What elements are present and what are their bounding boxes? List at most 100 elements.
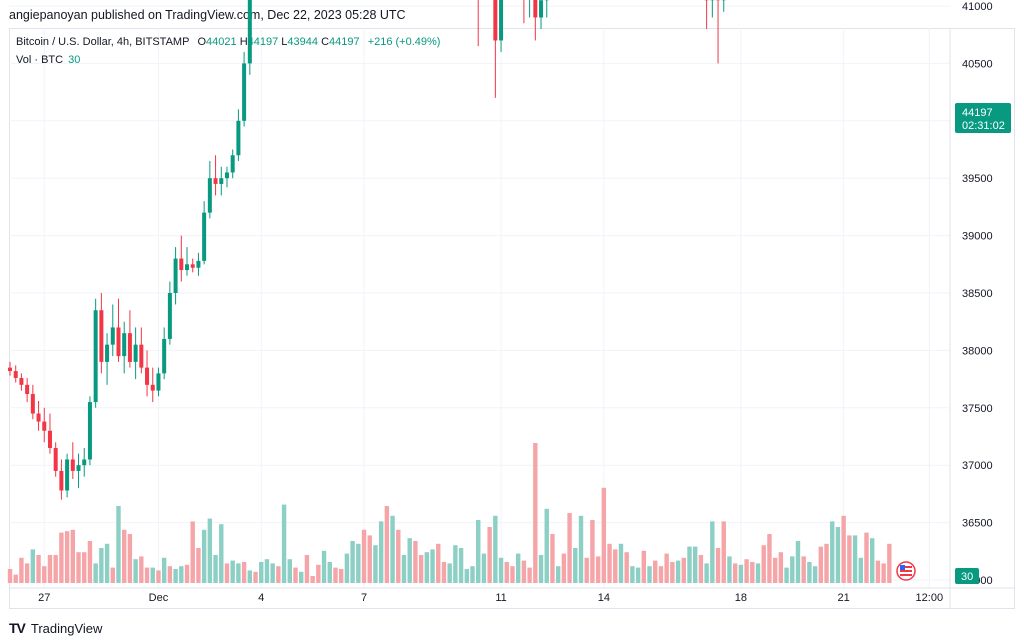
tradingview-logo-icon: TV <box>9 620 26 636</box>
time-tick-label: 11 <box>495 592 506 604</box>
volume-bar <box>635 567 641 583</box>
price-tick-label: 38000 <box>962 345 993 357</box>
candle-body <box>196 260 201 268</box>
candle-body <box>19 377 24 385</box>
volume-bar <box>698 555 704 583</box>
volume-bar <box>241 562 247 583</box>
volume-bar <box>533 443 538 583</box>
time-axis[interactable]: 27 Dec 4 7 11 14 18 21 12:00 <box>38 592 943 604</box>
candle-body <box>70 459 75 471</box>
candle-body <box>47 430 52 448</box>
current-price-label: 44197 <box>962 107 993 119</box>
volume-bar <box>847 535 852 583</box>
candle-body <box>139 344 144 368</box>
volume-bar <box>527 567 532 583</box>
volume-bar <box>864 532 869 583</box>
volume-bar <box>693 546 698 583</box>
volume-bar <box>259 562 264 583</box>
volume-bar <box>658 566 664 583</box>
candle-body <box>162 338 167 374</box>
volume-bar <box>30 549 36 583</box>
volume-bar <box>219 524 224 583</box>
candle-body <box>190 264 195 268</box>
time-tick-label: 7 <box>361 592 367 604</box>
volume-bar <box>618 543 624 583</box>
volume-bar <box>413 541 418 583</box>
chart-legend: Bitcoin / U.S. Dollar, 4h, BITSTAMP O440… <box>16 33 440 69</box>
volume-bar <box>721 521 726 583</box>
volume-bar <box>236 563 241 583</box>
volume-bar <box>127 534 133 583</box>
volume-bar <box>287 559 292 583</box>
volume-bar <box>253 571 258 583</box>
candle-body <box>185 264 190 271</box>
candle-body <box>179 258 184 271</box>
volume-label[interactable]: Vol · BTC <box>16 54 64 66</box>
volume-bar <box>116 506 121 583</box>
candle-body <box>93 310 98 403</box>
volume-bar <box>327 562 332 583</box>
chart-frame <box>9 28 1015 609</box>
candle-body <box>207 178 212 213</box>
tradingview-brand: TradingView <box>30 620 103 636</box>
volume-bar <box>64 531 70 583</box>
volume-bar <box>675 560 681 583</box>
volume-bar <box>681 557 686 583</box>
volume-bar <box>664 553 669 583</box>
volume-bar <box>190 521 195 583</box>
volume-bar <box>607 543 612 583</box>
volume-bar <box>653 560 658 583</box>
volume-bar <box>704 563 709 583</box>
volume-bar <box>293 567 298 583</box>
volume-bar <box>447 563 452 583</box>
volume-bar <box>418 555 424 583</box>
candle-body <box>156 373 161 391</box>
candle-body <box>493 0 498 41</box>
price-tick-label: 39500 <box>962 173 993 185</box>
volume-bar <box>19 557 24 583</box>
volume-bar <box>350 541 355 583</box>
volume-bar <box>601 487 607 583</box>
volume-bar <box>744 559 749 583</box>
volume-bar <box>578 515 584 583</box>
tradingview-logo[interactable]: TV TradingView <box>9 620 102 636</box>
volume-bar <box>481 553 487 583</box>
candle-body <box>76 465 81 471</box>
symbol-title[interactable]: Bitcoin / U.S. Dollar, 4h, BITSTAMP <box>16 36 190 48</box>
volume-bar <box>344 553 350 583</box>
volume-bar <box>515 553 521 583</box>
volume-legend: Vol · BTC 30 <box>16 51 440 69</box>
volume-bar <box>42 566 47 583</box>
change-value: +216 (+0.49%) <box>367 36 441 48</box>
candle-body <box>133 344 138 362</box>
volume-bar <box>453 545 458 583</box>
volume-bar <box>264 559 270 583</box>
volume-bar <box>544 508 549 583</box>
candle-body <box>36 413 41 422</box>
volume-bar <box>795 541 801 583</box>
candle-body <box>65 459 70 491</box>
candle-body <box>202 212 207 261</box>
volume-bar <box>333 567 338 583</box>
volume-bar <box>624 552 629 583</box>
volume-bar <box>835 527 841 583</box>
volume-bar <box>281 504 287 583</box>
volume-bar <box>70 529 76 583</box>
candle-body <box>224 172 229 179</box>
volume-bar <box>207 518 213 583</box>
candle-body <box>8 367 12 372</box>
volume-bar <box>824 543 829 583</box>
price-axis[interactable]: 3600036500370003750038000385003900039500… <box>962 0 993 587</box>
volume-bar <box>304 555 310 583</box>
time-tick-label: 12:00 <box>916 592 944 604</box>
volume-bar <box>247 570 253 583</box>
volume-bar <box>436 543 441 583</box>
volume-bar <box>807 562 812 583</box>
flag-icon[interactable] <box>896 561 916 581</box>
volume-bar <box>93 563 98 583</box>
volume-bar <box>755 563 761 583</box>
ohlc-legend: Bitcoin / U.S. Dollar, 4h, BITSTAMP O440… <box>16 33 440 51</box>
volume-bar <box>727 556 732 583</box>
volume-bar <box>99 548 104 583</box>
